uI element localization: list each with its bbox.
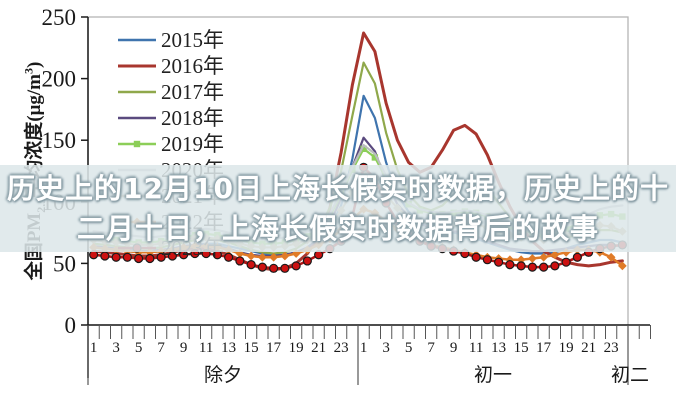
y-tick-label: 200	[42, 67, 77, 92]
x-tick-label: 3	[112, 340, 120, 356]
x-tick-label: 3	[382, 340, 390, 356]
headline-banner: 历史上的12月10日上海长假实时数据，历史上的十 二月十日，上海长假实时数据背后…	[0, 165, 676, 252]
x-tick-label: 15	[514, 340, 529, 356]
x-tick-label: 7	[157, 340, 165, 356]
x-tick-label: 7	[427, 340, 435, 356]
x-tick-label: 5	[135, 340, 143, 356]
x-day-label: 初二	[611, 364, 649, 386]
legend-label: 2019年	[161, 132, 224, 156]
y-tick-label: 250	[42, 5, 77, 30]
x-day-label: 初一	[474, 364, 512, 386]
x-tick-label: 13	[491, 340, 506, 356]
x-tick-label: 23	[334, 340, 349, 356]
x-axis-ticks: 1 3 5 7 9 11 13 15 17 19 21 23 1 3 5 7 9 11 13 15 17 19 21 23除夕…	[87, 325, 651, 386]
x-tick-label: 19	[289, 340, 304, 356]
legend-label: 2015年	[161, 28, 224, 52]
x-tick-label: 21	[311, 340, 326, 356]
y-tick-label: 150	[42, 128, 77, 153]
x-tick-label: 9	[180, 340, 188, 356]
y-tick-label: 0	[65, 313, 77, 338]
x-tick-label: 21	[581, 340, 596, 356]
headline-line-2: 二月十日，上海长假实时数据背后的故事	[76, 211, 599, 245]
x-tick-label: 23	[604, 340, 619, 356]
y-axis-title-sup: 3	[21, 68, 36, 75]
x-tick-label: 9	[450, 340, 458, 356]
x-tick-label: 19	[559, 340, 574, 356]
legend-label: 2017年	[161, 80, 224, 104]
x-tick-label: 11	[469, 340, 483, 356]
x-tick-label: 5	[405, 340, 413, 356]
y-axis-title-suffix: )	[24, 61, 45, 69]
y-tick-label: 50	[53, 251, 76, 276]
legend-label: 2016年	[161, 54, 224, 78]
x-tick-label: 17	[536, 340, 552, 356]
legend-label: 2018年	[161, 106, 224, 130]
headline-line-1: 历史上的12月10日上海长假实时数据，历史上的十	[7, 171, 669, 205]
x-tick-label: 13	[221, 340, 236, 356]
x-day-label: 除夕	[204, 364, 242, 386]
x-tick-label: 17	[266, 340, 282, 356]
x-tick-label: 15	[244, 340, 259, 356]
x-tick-label: 1	[360, 340, 368, 356]
x-tick-label: 1	[90, 340, 98, 356]
x-tick-label: 11	[199, 340, 213, 356]
